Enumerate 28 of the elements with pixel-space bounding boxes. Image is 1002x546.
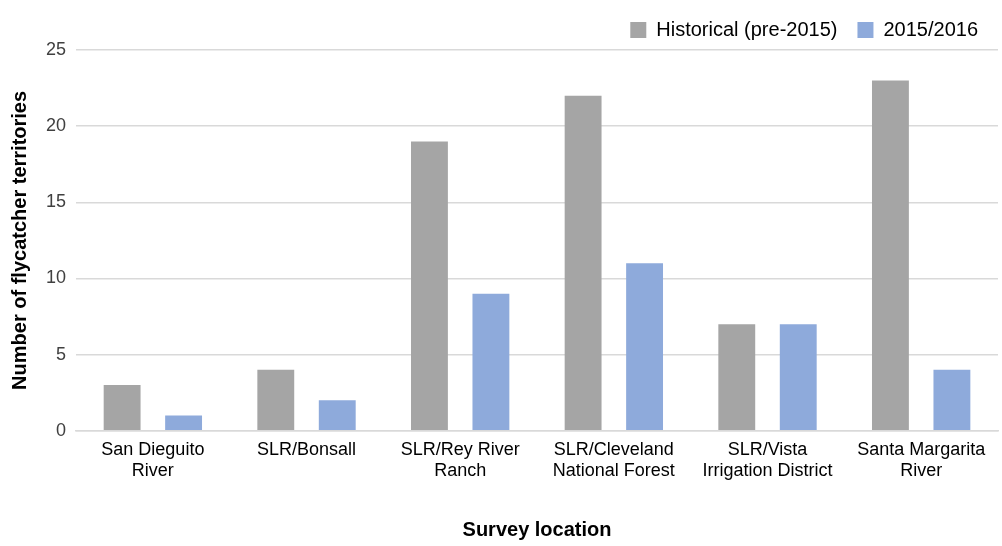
bar (318, 400, 356, 431)
bar (472, 293, 510, 431)
bar (933, 369, 971, 431)
bar (257, 369, 295, 431)
y-tick-label: 15 (45, 191, 67, 212)
x-tick-label: San Dieguito River (101, 438, 205, 481)
bar (411, 141, 448, 431)
legend-label: 2015/2016 (883, 17, 979, 40)
bar (718, 324, 756, 431)
x-axis-title: Survey location (462, 517, 612, 540)
x-tick-label: SLR/Bonsall (256, 438, 357, 459)
legend-label: Historical (pre-2015) (656, 17, 838, 40)
y-axis-title: Number of flycatcher territories (7, 90, 30, 390)
x-tick-label: SLR/Rey River Ranch (400, 438, 520, 481)
x-tick-label: SLR/Cleveland National Forest (552, 438, 675, 481)
bar (626, 263, 664, 431)
bar (564, 95, 602, 431)
y-tick-label: 0 (56, 419, 67, 440)
bar (779, 324, 817, 431)
x-tick-label: SLR/Vista Irrigation District (702, 438, 833, 481)
bar (103, 385, 141, 431)
x-tick-label: Santa Margarita River (857, 438, 987, 481)
bar (872, 80, 909, 431)
bar (165, 415, 203, 431)
y-tick-label: 25 (45, 38, 67, 59)
y-tick-label: 5 (56, 343, 67, 364)
y-tick-label: 20 (45, 115, 67, 136)
y-tick-label: 10 (45, 267, 67, 288)
